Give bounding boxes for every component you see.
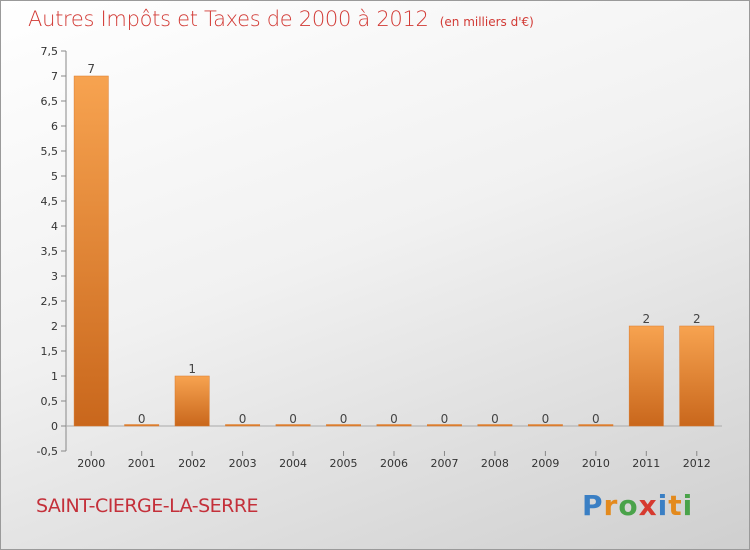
- x-tick-label-2012: 2012: [683, 457, 711, 470]
- x-tick-label-2006: 2006: [380, 457, 408, 470]
- value-label-2004: 0: [289, 412, 297, 426]
- title-text: Autres Impôts et Taxes de 2000 à 2012: [28, 7, 429, 31]
- chart-title: Autres Impôts et Taxes de 2000 à 2012 (e…: [28, 7, 534, 31]
- bar-2002[interactable]: [174, 375, 210, 427]
- value-label-2012: 2: [693, 312, 701, 326]
- logo-letter: o: [618, 489, 639, 522]
- y-tick-label: 1,5: [41, 345, 59, 358]
- value-label-2005: 0: [340, 412, 348, 426]
- bar-2007[interactable]: [427, 424, 462, 427]
- value-label-2006: 0: [390, 412, 398, 426]
- x-tick-label-2010: 2010: [582, 457, 610, 470]
- value-label-2007: 0: [441, 412, 449, 426]
- y-tick-label: 2,5: [41, 295, 59, 308]
- proxiti-logo[interactable]: Proxiti: [582, 489, 693, 522]
- bar-2011[interactable]: [628, 325, 664, 427]
- logo-letter: P: [582, 489, 604, 522]
- bar-2001[interactable]: [124, 424, 160, 427]
- bar-2010[interactable]: [578, 424, 614, 427]
- logo-letter: i: [682, 489, 694, 522]
- bar-2006[interactable]: [376, 424, 412, 427]
- bar-2003[interactable]: [225, 424, 261, 427]
- bar-2008[interactable]: [477, 424, 513, 427]
- chart-bars: [73, 75, 715, 427]
- chart-axes: -0,5 0 0,5 1 1,5 2 2,5 3 3,5 4 4,5 5 5,5 6 6,5 7 7,5: [37, 45, 722, 458]
- x-tick-label-2000: 2000: [77, 457, 105, 470]
- x-tick-label-2005: 2005: [330, 457, 358, 470]
- title-unit: (en milliers d'€): [439, 15, 534, 29]
- bar-2004[interactable]: [275, 424, 311, 427]
- y-tick-label: -0,5: [37, 445, 58, 458]
- logo-letter: x: [638, 489, 658, 522]
- y-tick-label: 6,5: [41, 95, 59, 108]
- y-tick-label: 5,5: [41, 145, 59, 158]
- y-tick-label: 3,5: [41, 245, 59, 258]
- y-tick-label: 2: [51, 320, 58, 333]
- x-tick-label-2003: 2003: [229, 457, 257, 470]
- bar-2009[interactable]: [527, 424, 563, 427]
- x-tick-label-2011: 2011: [632, 457, 660, 470]
- value-label-2000: 7: [87, 62, 95, 76]
- x-tick-label-2007: 2007: [430, 457, 458, 470]
- y-tick-label: 1: [51, 370, 58, 383]
- x-tick-label-2008: 2008: [481, 457, 509, 470]
- value-label-2002: 1: [188, 362, 196, 376]
- value-label-2001: 0: [138, 412, 146, 426]
- value-label-2009: 0: [542, 412, 550, 426]
- chart-labels: 7200002001120020200302004020050200602007…: [77, 62, 711, 470]
- value-label-2003: 0: [239, 412, 247, 426]
- y-tick-label: 6: [51, 120, 58, 133]
- x-tick-label-2009: 2009: [531, 457, 559, 470]
- x-tick-label-2004: 2004: [279, 457, 307, 470]
- value-label-2010: 0: [592, 412, 600, 426]
- y-tick-label: 4: [51, 220, 58, 233]
- y-tick-label: 4,5: [41, 195, 59, 208]
- value-label-2011: 2: [642, 312, 650, 326]
- bar-2005[interactable]: [326, 424, 361, 427]
- logo-letter: r: [603, 489, 619, 522]
- x-tick-label-2002: 2002: [178, 457, 206, 470]
- commune-name: SAINT-CIERGE-LA-SERRE: [36, 495, 259, 517]
- value-label-2008: 0: [491, 412, 499, 426]
- y-tick-label: 0,5: [41, 395, 59, 408]
- bar-2012[interactable]: [679, 325, 715, 427]
- y-tick-label: 0: [51, 420, 58, 433]
- y-tick-label: 7: [51, 70, 58, 83]
- y-tick-label: 5: [51, 170, 58, 183]
- x-tick-label-2001: 2001: [128, 457, 156, 470]
- bar-2000[interactable]: [73, 75, 109, 427]
- y-tick-label: 7,5: [41, 45, 59, 58]
- logo-letter: t: [668, 489, 683, 522]
- logo-letter: i: [657, 489, 669, 522]
- y-tick-label: 3: [51, 270, 58, 283]
